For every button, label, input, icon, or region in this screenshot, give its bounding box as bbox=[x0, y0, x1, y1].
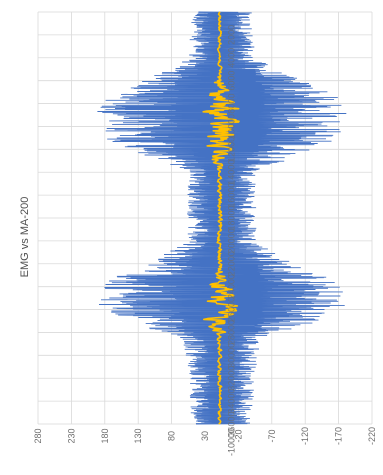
x-tick-label-5: 10000 bbox=[227, 114, 237, 139]
x-tick-label-17: 34000 bbox=[227, 389, 237, 414]
y-tick-label-6: -20 bbox=[233, 429, 243, 442]
y-tick-label-7: -70 bbox=[267, 429, 277, 442]
y-tick-label-3: 130 bbox=[133, 428, 143, 443]
y-tick-label-1: 230 bbox=[66, 428, 76, 443]
y-tick-label-10: -220 bbox=[367, 427, 377, 445]
x-tick-label-9: 18000 bbox=[227, 205, 237, 230]
x-tick-label-15: 30000 bbox=[227, 343, 237, 368]
chart-title: EMG vs MA-200 bbox=[19, 197, 31, 278]
x-tick-label-4: 8000 bbox=[227, 94, 237, 114]
y-tick-label-5: 30 bbox=[200, 431, 210, 441]
x-tick-label-13: 26000 bbox=[227, 297, 237, 322]
x-tick-label-10: 20000 bbox=[227, 228, 237, 253]
y-tick-label-0: 280 bbox=[33, 428, 43, 443]
x-tick-label-11: 22000 bbox=[227, 251, 237, 276]
emg-series-line bbox=[97, 11, 347, 425]
x-tick-label-3: 6000 bbox=[227, 71, 237, 91]
x-tick-label-1: 2000 bbox=[227, 25, 237, 45]
x-tick-label-2: 4000 bbox=[227, 48, 237, 68]
x-tick-label-16: 32000 bbox=[227, 366, 237, 391]
y-tick-label-4: 80 bbox=[167, 431, 177, 441]
x-tick-label-7: 14000 bbox=[227, 160, 237, 185]
x-tick-label-8: 16000 bbox=[227, 183, 237, 208]
x-tick-label-0: -10000 bbox=[227, 428, 237, 456]
plot-area: 280 230 180 130 80 30 -20 -70 -120 -170 -220 -10000… bbox=[33, 11, 377, 456]
x-tick-label-18: 36000 bbox=[227, 411, 237, 436]
x-tick-label-14: 28000 bbox=[227, 320, 237, 345]
y-tick-label-9: -170 bbox=[334, 427, 344, 445]
x-tick-label-12: 24000 bbox=[227, 274, 237, 299]
ma200-series-line bbox=[202, 11, 240, 425]
x-tick-label-6: 12000 bbox=[227, 137, 237, 162]
y-tick-label-8: -120 bbox=[300, 427, 310, 445]
y-tick-label-2: 180 bbox=[100, 428, 110, 443]
